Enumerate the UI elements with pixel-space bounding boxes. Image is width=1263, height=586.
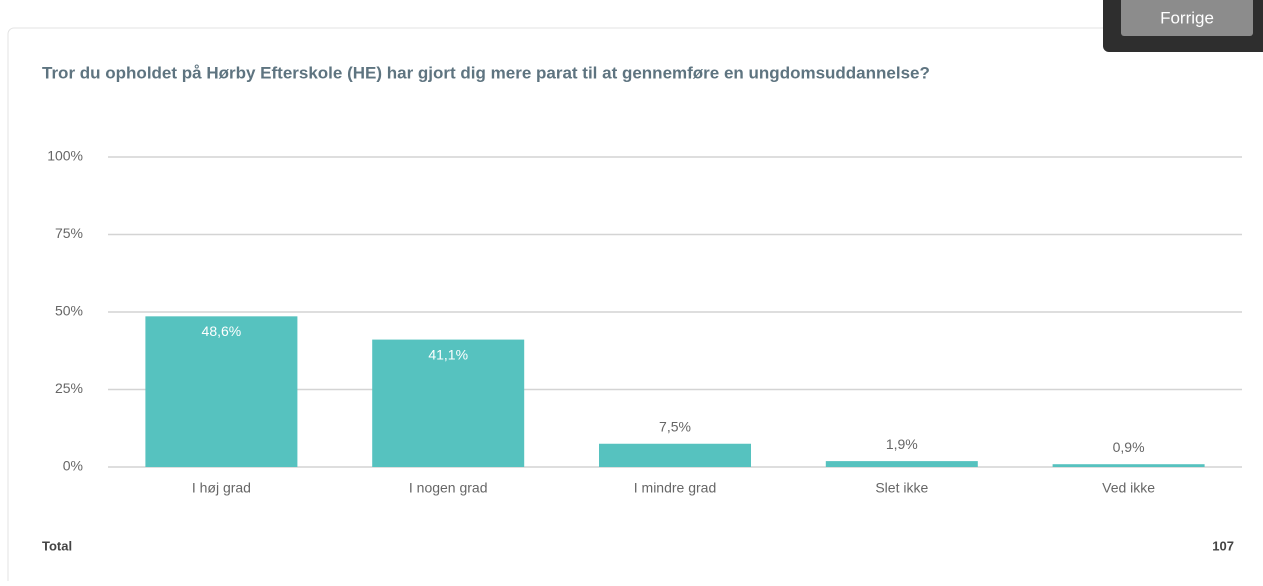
total-value: 107	[1212, 538, 1234, 553]
y-tick-label: 25%	[55, 380, 83, 396]
y-tick-label: 50%	[55, 303, 83, 319]
value-label: 1,9%	[886, 436, 918, 452]
bar	[372, 339, 525, 467]
value-label: 41,1%	[428, 346, 468, 362]
x-tick-label: Slet ikke	[875, 480, 928, 496]
value-label: 0,9%	[1113, 439, 1145, 455]
chart-title: Tror du opholdet på Hørby Efterskole (HE…	[42, 63, 930, 82]
value-label: 48,6%	[202, 323, 242, 339]
x-tick-label: I mindre grad	[634, 480, 716, 496]
x-tick-label: I høj grad	[192, 480, 251, 496]
bar	[825, 461, 978, 467]
y-tick-label: 75%	[55, 225, 83, 241]
bar	[145, 316, 298, 467]
bar	[599, 443, 751, 467]
card	[7, 27, 1263, 586]
bar	[1052, 464, 1205, 467]
x-tick-label: I nogen grad	[409, 480, 488, 496]
previous-button[interactable]	[1121, 0, 1253, 36]
x-tick-label: Ved ikke	[1102, 480, 1155, 496]
previous-button-label[interactable]: Forrige	[1160, 8, 1214, 27]
total-label: Total	[42, 538, 72, 553]
nav: Forrige	[1103, 0, 1263, 52]
y-tick-label: 100%	[47, 148, 83, 164]
y-tick-label: 0%	[63, 458, 83, 474]
value-label: 7,5%	[659, 418, 691, 434]
